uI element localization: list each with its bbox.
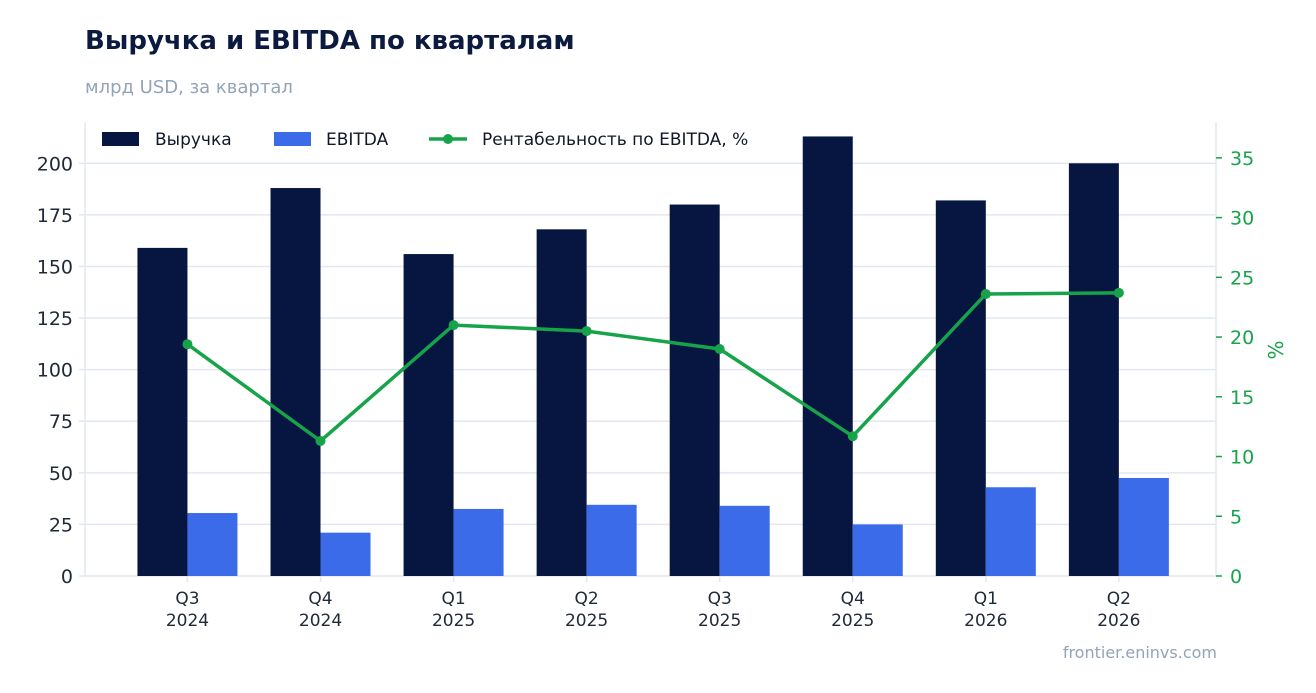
y2-tick-label: 30 — [1230, 208, 1254, 230]
y-tick-label: 100 — [37, 360, 73, 382]
bar-ebitda — [1118, 477, 1169, 576]
x-tick-label: Q2 2025 — [565, 589, 608, 631]
y2-tick-label: 10 — [1230, 447, 1254, 469]
margin-point — [448, 320, 459, 331]
legend-label-revenue: Выручка — [155, 130, 232, 150]
x-tick-label: Q1 2026 — [964, 589, 1007, 631]
x-tick-label: Q4 2025 — [831, 589, 874, 631]
margin-point — [1113, 287, 1124, 298]
bar-ebitda — [320, 532, 371, 576]
y2-tick-label: 0 — [1230, 566, 1242, 588]
bar-ebitda — [852, 524, 903, 576]
margin-point — [315, 435, 326, 446]
legend-marker-margin — [443, 134, 453, 144]
legend-swatch-revenue — [102, 132, 139, 146]
y-tick-label: 150 — [37, 256, 73, 278]
y-tick-label: 200 — [37, 153, 73, 175]
bar-ebitda — [586, 504, 637, 576]
margin-line — [186, 291, 1119, 443]
y-tick-label: 175 — [37, 205, 73, 227]
x-tick-label: Q2 2026 — [1097, 589, 1140, 631]
y2-tick-label: 5 — [1230, 506, 1242, 528]
bar-revenue — [1068, 163, 1119, 577]
margin-point — [980, 289, 991, 300]
legend-label-margin: Рентабельность по EBITDA, % — [482, 130, 748, 150]
y2-axis-label: % — [1264, 340, 1288, 359]
y-tick-label: 0 — [61, 566, 73, 588]
y2-tick-label: 25 — [1230, 267, 1254, 289]
chart-title: Выручка и EBITDA по кварталам — [85, 26, 575, 56]
bar-revenue — [270, 188, 321, 576]
bar-ebitda — [187, 513, 238, 576]
margin-point — [581, 326, 592, 337]
margin-point — [847, 431, 858, 442]
bar-revenue — [935, 200, 986, 576]
x-tick-label: Q1 2025 — [432, 589, 475, 631]
x-tick-label: Q3 2024 — [166, 589, 209, 631]
y2-tick-label: 20 — [1230, 327, 1254, 349]
y-tick-label: 75 — [49, 411, 73, 433]
margin-point — [714, 344, 725, 354]
y-tick-label: 125 — [37, 308, 73, 330]
y2-tick-label: 15 — [1230, 387, 1254, 409]
legend-swatch-ebitda — [274, 132, 311, 146]
source-credit: frontier.eninvs.com — [1062, 643, 1217, 662]
x-tick-label: Q4 2024 — [299, 589, 342, 631]
bar-ebitda — [985, 487, 1036, 576]
bar-ebitda — [453, 508, 504, 576]
x-tick-label: Q3 2025 — [698, 589, 741, 631]
y2-tick-label: 35 — [1230, 148, 1254, 170]
bar-ebitda — [719, 505, 770, 576]
margin-point — [182, 339, 193, 350]
bar-revenue — [669, 204, 720, 576]
bar-revenue — [137, 247, 188, 576]
legend-label-ebitda: EBITDA — [326, 130, 389, 150]
chart-subtitle: млрд USD, за квартал — [85, 77, 293, 98]
y-tick-label: 50 — [49, 463, 73, 485]
bar-revenue — [403, 254, 454, 576]
bar-revenue — [802, 136, 853, 577]
y-tick-label: 25 — [49, 514, 73, 536]
bar-revenue — [536, 229, 587, 577]
